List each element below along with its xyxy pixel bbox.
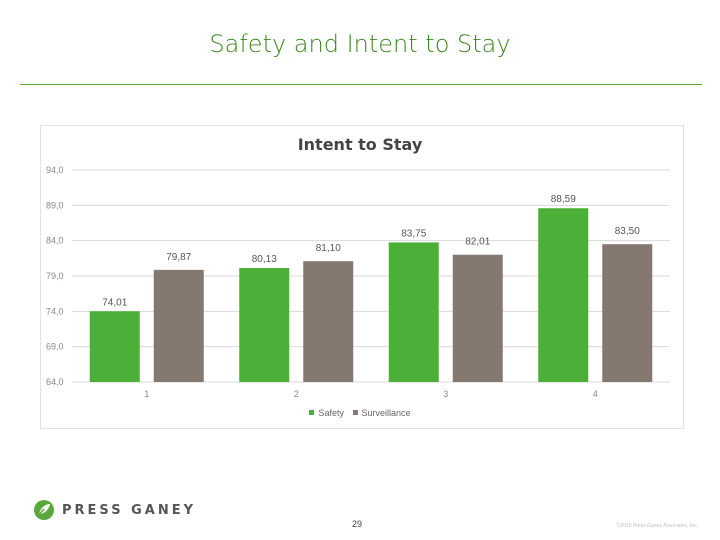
title-divider bbox=[20, 84, 702, 85]
legend-item-surveillance: Surveillance bbox=[352, 407, 411, 418]
legend-swatch-safety bbox=[309, 410, 315, 415]
bar-safety bbox=[538, 208, 589, 382]
chart-title: Intent to Stay bbox=[297, 135, 423, 154]
bar-safety bbox=[89, 311, 140, 382]
data-label: 82,01 bbox=[465, 237, 490, 248]
data-label: 81,10 bbox=[316, 243, 341, 254]
x-tick-label: 3 bbox=[443, 389, 448, 399]
y-tick-label: 89,0 bbox=[46, 200, 64, 210]
press-ganey-logo: PRESS GANEY bbox=[32, 498, 196, 522]
data-label: 83,50 bbox=[615, 226, 640, 237]
data-label: 83,75 bbox=[401, 228, 426, 239]
bar-surveillance bbox=[452, 254, 503, 382]
legend-swatch-surveillance bbox=[352, 410, 358, 415]
slide-title: Safety and Intent to Stay bbox=[209, 30, 511, 58]
data-label: 74,01 bbox=[102, 297, 127, 308]
page-number: 29 bbox=[352, 519, 363, 529]
y-tick-label: 74,0 bbox=[46, 306, 64, 316]
x-tick-label: 4 bbox=[593, 389, 598, 399]
legend-label-safety: Safety bbox=[318, 407, 344, 418]
y-tick-label: 84,0 bbox=[46, 236, 64, 246]
chart-legend: Safety Surveillance bbox=[0, 407, 720, 418]
legend-label-surveillance: Surveillance bbox=[361, 407, 411, 418]
x-tick-label: 2 bbox=[294, 389, 299, 399]
bar-surveillance bbox=[153, 269, 204, 382]
data-label: 80,13 bbox=[252, 254, 277, 265]
bar-surveillance bbox=[303, 261, 354, 382]
data-label: 88,59 bbox=[551, 194, 576, 205]
y-tick-label: 69,0 bbox=[46, 342, 64, 352]
y-tick-label: 94,0 bbox=[46, 165, 64, 175]
data-label: 79,87 bbox=[166, 252, 191, 263]
y-tick-label: 79,0 bbox=[46, 271, 64, 281]
y-tick-label: 64,0 bbox=[46, 377, 64, 387]
bar-safety bbox=[239, 268, 290, 382]
bar-surveillance bbox=[602, 244, 653, 382]
x-tick-label: 1 bbox=[144, 389, 149, 399]
bar-safety bbox=[388, 242, 439, 382]
leaf-icon bbox=[34, 500, 54, 520]
legend-item-safety: Safety bbox=[309, 408, 344, 418]
copyright-note: ©2016 Press Ganey Associates, Inc. bbox=[616, 523, 698, 529]
logo-text: PRESS GANEY bbox=[62, 502, 196, 518]
